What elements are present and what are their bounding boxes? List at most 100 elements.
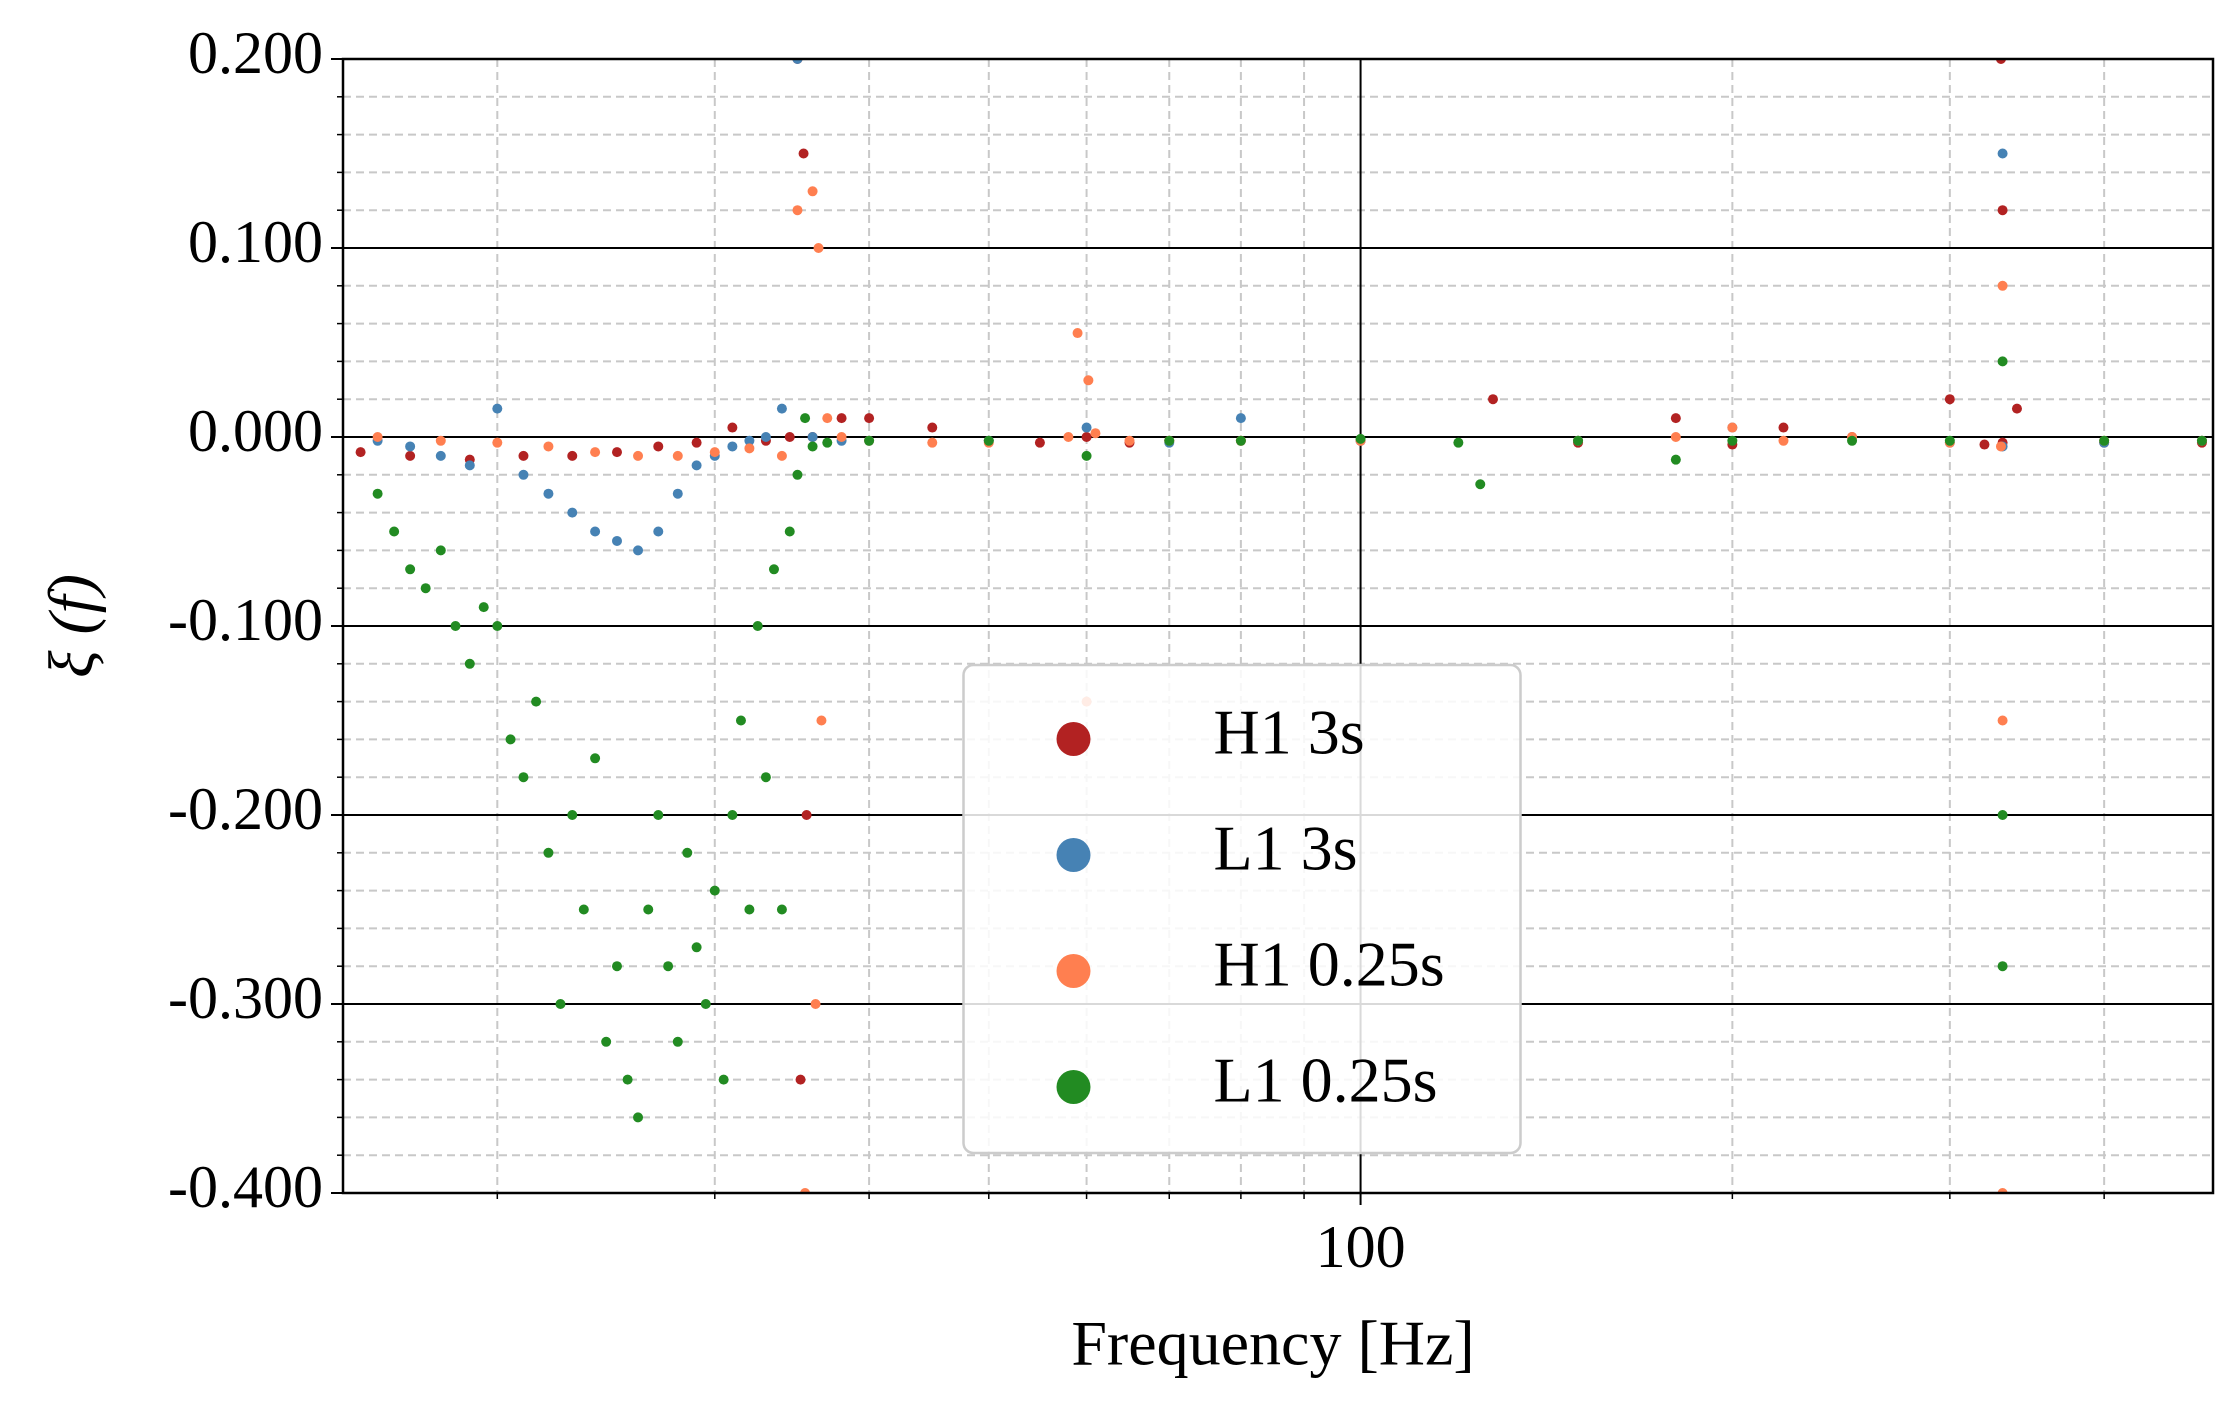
data-point — [1081, 432, 1092, 442]
data-point — [768, 564, 779, 575]
data-point — [492, 403, 503, 414]
data-point — [744, 904, 755, 915]
data-point — [682, 847, 693, 858]
data-point — [1235, 435, 1246, 446]
data-point — [807, 432, 818, 442]
data-point — [601, 1036, 612, 1047]
data-point — [1090, 428, 1101, 439]
data-point — [653, 526, 664, 537]
data-point — [663, 961, 674, 972]
data-point — [1573, 435, 1584, 446]
data-point — [1670, 432, 1681, 442]
data-point — [578, 904, 589, 915]
data-point — [691, 460, 702, 471]
data-point — [1997, 961, 2008, 972]
legend-marker — [1056, 1070, 1091, 1104]
data-point — [927, 437, 938, 448]
data-point — [590, 753, 601, 764]
data-point — [420, 583, 431, 594]
data-point — [792, 205, 803, 216]
data-point — [505, 734, 516, 745]
data-point — [744, 443, 755, 454]
data-point — [864, 413, 875, 424]
data-point — [813, 243, 824, 253]
data-point — [633, 450, 644, 461]
data-point — [709, 885, 720, 896]
data-point — [727, 441, 738, 452]
data-point — [792, 469, 803, 480]
data-point — [2196, 435, 2207, 446]
data-point — [518, 450, 529, 461]
data-point — [643, 904, 654, 915]
data-point — [1979, 439, 1990, 450]
data-point — [518, 469, 529, 480]
data-point — [1727, 435, 1738, 446]
data-point — [810, 999, 821, 1009]
data-point — [389, 526, 400, 537]
data-point — [405, 450, 416, 461]
data-point — [405, 564, 416, 575]
data-point — [2011, 403, 2022, 414]
data-point — [1944, 394, 1955, 405]
legend-marker — [1056, 722, 1091, 756]
data-point — [1081, 450, 1092, 461]
data-point — [1997, 205, 2008, 216]
data-point — [450, 621, 461, 631]
data-point — [543, 441, 554, 452]
legend-label: L1 0.25s — [1214, 1045, 1438, 1116]
data-point — [700, 999, 711, 1009]
data-point — [672, 488, 683, 499]
data-point — [543, 847, 554, 858]
data-point — [1670, 413, 1681, 424]
data-point — [864, 435, 875, 446]
data-point — [807, 186, 818, 197]
data-point — [372, 432, 383, 442]
data-point — [611, 961, 622, 972]
data-point — [590, 526, 601, 537]
legend-label: L1 3s — [1214, 813, 1358, 884]
y-tick-label: 0.200 — [188, 20, 323, 86]
y-tick-label: -0.300 — [168, 965, 323, 1031]
data-point — [822, 413, 833, 424]
data-point — [555, 999, 566, 1009]
data-point — [653, 810, 664, 820]
data-point — [801, 810, 812, 820]
data-point — [1475, 479, 1486, 490]
data-point — [2099, 435, 2110, 446]
data-point — [355, 447, 366, 458]
data-point — [1083, 375, 1094, 386]
data-point — [405, 441, 416, 452]
data-point — [672, 1036, 683, 1047]
data-point — [1235, 413, 1246, 424]
data-point — [744, 435, 755, 446]
data-point — [1670, 454, 1681, 465]
legend-box — [962, 663, 1522, 1155]
data-point — [611, 447, 622, 458]
data-point — [1081, 422, 1092, 433]
legend-marker — [1056, 954, 1091, 988]
data-point — [492, 437, 503, 448]
data-point — [672, 450, 683, 461]
plot-frame — [341, 57, 2215, 1195]
data-point — [1997, 148, 2008, 159]
data-point — [776, 904, 787, 915]
data-point — [1778, 435, 1789, 446]
data-point — [1453, 437, 1464, 448]
data-point — [464, 658, 475, 669]
data-point — [435, 545, 446, 556]
data-point — [718, 1074, 729, 1085]
data-point — [1997, 280, 2008, 291]
y-tick-label: -0.400 — [168, 1154, 323, 1220]
data-point — [727, 810, 738, 820]
y-tick-label: -0.100 — [168, 587, 323, 653]
data-point — [983, 435, 994, 446]
data-point — [633, 1112, 644, 1123]
y-axis-label: ξ (f) — [36, 574, 107, 678]
x-axis-label: Frequency [Hz] — [1071, 1308, 1474, 1379]
data-point — [1487, 394, 1498, 405]
data-point — [1997, 810, 2008, 820]
data-point — [1944, 435, 1955, 446]
data-point — [691, 942, 702, 953]
